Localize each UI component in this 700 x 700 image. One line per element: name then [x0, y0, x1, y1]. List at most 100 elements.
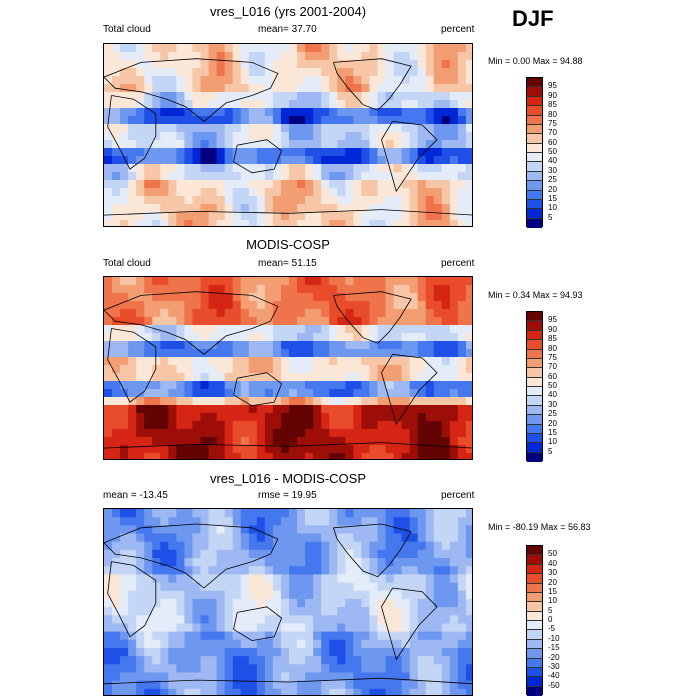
field-cell — [144, 325, 153, 334]
field-cell — [305, 566, 314, 575]
field-cell — [289, 672, 298, 682]
field-cell — [417, 607, 427, 616]
field-cell — [176, 525, 186, 535]
field-cell — [465, 349, 472, 358]
field-cell — [240, 509, 250, 518]
field-cell — [457, 140, 467, 149]
field-cell — [369, 373, 379, 382]
field-cell — [321, 672, 330, 682]
field-cell — [216, 664, 226, 674]
field-cell — [313, 397, 322, 406]
field-cell — [256, 164, 266, 173]
field-cell — [128, 365, 137, 374]
field-cell — [200, 623, 210, 633]
field-cell — [449, 453, 459, 459]
field-cell — [313, 590, 322, 600]
field-cell — [208, 325, 218, 334]
field-cell — [425, 590, 435, 600]
field-cell — [337, 156, 346, 165]
field-cell — [449, 156, 459, 165]
coastline — [104, 209, 472, 216]
field-cell — [160, 688, 169, 695]
field-cell — [345, 60, 354, 69]
field-cell — [409, 140, 419, 149]
field-cell — [240, 574, 250, 584]
field-cell — [377, 68, 387, 77]
field-cell — [433, 212, 443, 221]
field-cell — [208, 309, 218, 318]
field-cell — [393, 68, 403, 77]
field-cell — [152, 164, 161, 173]
field-cell — [433, 381, 443, 390]
field-cell — [112, 52, 121, 61]
field-cell — [120, 140, 129, 149]
field-cell — [104, 405, 113, 414]
field-cell — [200, 574, 210, 584]
field-cell — [184, 164, 194, 173]
field-cell — [353, 373, 362, 382]
field-cell — [120, 405, 129, 414]
field-cell — [136, 301, 145, 310]
field-cell — [313, 429, 322, 438]
field-cell — [465, 598, 472, 608]
field-cell — [208, 558, 218, 567]
field-cell — [280, 52, 290, 61]
field-cell — [112, 309, 121, 318]
field-cell — [353, 172, 362, 181]
colorbar-swatch — [527, 621, 542, 631]
field-cell — [280, 116, 290, 125]
field-cell — [409, 68, 419, 77]
field-cell — [216, 84, 226, 93]
field-cell — [128, 541, 137, 551]
field-cell — [248, 541, 258, 551]
field-cell — [256, 631, 266, 641]
field-cell — [184, 549, 194, 559]
field-cell — [433, 116, 443, 125]
field-cell — [441, 541, 451, 551]
field-cell — [321, 558, 330, 567]
field-cell — [168, 341, 177, 350]
field-cell — [449, 607, 459, 616]
field-cell — [224, 204, 234, 213]
field-cell — [104, 598, 113, 608]
field-cell — [417, 509, 427, 518]
field-cell — [256, 301, 266, 310]
field-cell — [321, 68, 330, 77]
field-cell — [192, 566, 202, 575]
field-cell — [232, 525, 242, 535]
field-cell — [401, 285, 411, 294]
field-cell — [297, 437, 306, 446]
field-cell — [345, 381, 354, 390]
field-cell — [200, 172, 210, 181]
field-cell — [409, 389, 419, 398]
field-cell — [256, 293, 266, 302]
field-cell — [337, 566, 346, 575]
field-cell — [120, 680, 129, 690]
field-cell — [337, 357, 346, 366]
field-cell — [457, 325, 467, 334]
field-cell — [305, 509, 314, 518]
field-cell — [240, 445, 250, 454]
field-cell — [393, 429, 403, 438]
field-cell — [136, 607, 145, 616]
field-cell — [289, 574, 298, 584]
field-cell — [393, 405, 403, 414]
field-cell — [361, 220, 371, 226]
field-cell — [192, 421, 202, 430]
field-cell — [441, 590, 451, 600]
coastline — [104, 677, 472, 685]
field-cell — [240, 52, 250, 61]
field-cell — [433, 672, 443, 682]
field-cell — [184, 341, 194, 350]
field-cell — [369, 525, 379, 535]
field-cell — [441, 293, 451, 302]
field-cell — [216, 60, 226, 69]
field-cell — [297, 293, 306, 302]
field-cell — [425, 140, 435, 149]
field-cell — [417, 549, 427, 559]
field-cell — [289, 188, 298, 197]
field-cell — [369, 148, 379, 157]
field-cell — [176, 309, 186, 318]
field-cell — [184, 196, 194, 205]
field-cell — [425, 76, 435, 85]
